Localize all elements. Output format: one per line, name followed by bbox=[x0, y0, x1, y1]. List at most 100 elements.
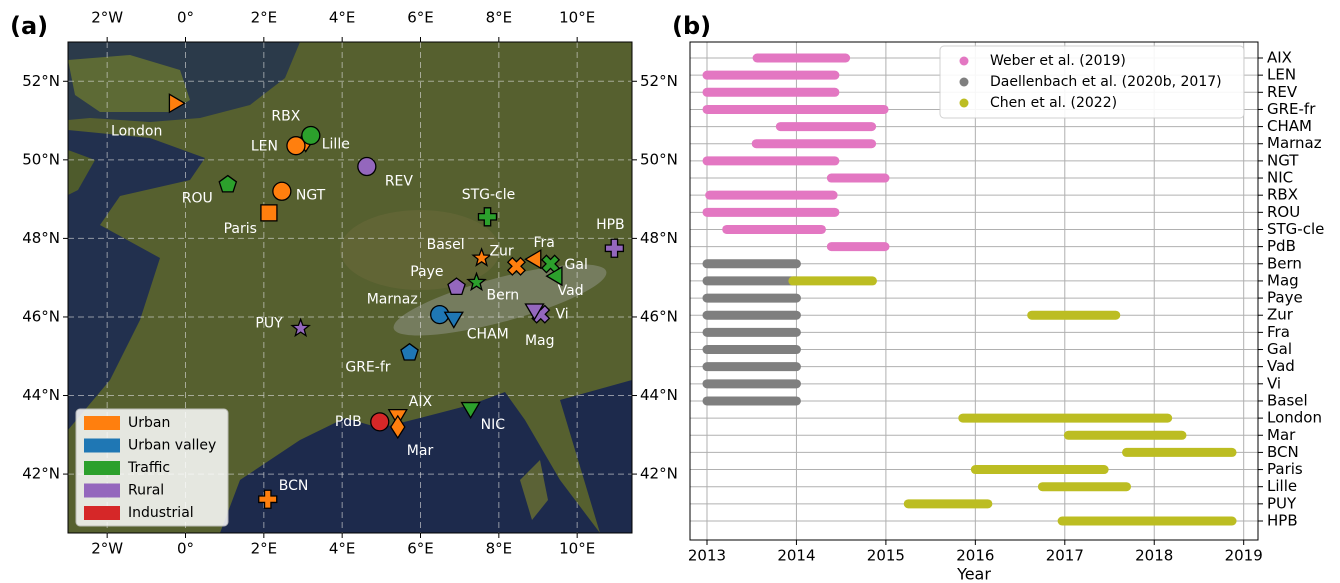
y-tick-label: 50°N bbox=[640, 150, 678, 168]
site-label: Mar bbox=[407, 443, 434, 459]
timeline-panel: AIXLENREVGRE-frCHAMMarnazNGTNICRBXROUSTG… bbox=[688, 42, 1324, 583]
site-label: REV bbox=[385, 174, 414, 190]
x-tick-label: 2018 bbox=[1135, 547, 1173, 565]
legend-label: Chen et al. (2022) bbox=[990, 95, 1117, 111]
y-tick-label: Lille bbox=[1267, 477, 1297, 495]
legend-label: Daellenbach et al. (2020b, 2017) bbox=[990, 74, 1222, 90]
site-label: CHAM bbox=[467, 327, 509, 343]
y-tick-label: 52°N bbox=[640, 72, 678, 90]
figure: (a) (b) 2°W2°W0°0°2°E2°E4°E4°E6°E6°E8°E8… bbox=[0, 0, 1340, 583]
legend-label: Urban bbox=[128, 415, 170, 431]
site-label: PdB bbox=[335, 414, 362, 430]
y-tick-label: Marnaz bbox=[1267, 134, 1322, 152]
y-tick-label: GRE-fr bbox=[1267, 100, 1316, 118]
y-tick-label: NIC bbox=[1267, 169, 1293, 187]
y-tick-label: Paris bbox=[1267, 460, 1303, 478]
site-label: Mag bbox=[525, 333, 555, 349]
site-label: ROU bbox=[182, 191, 213, 207]
legend-swatch bbox=[84, 461, 120, 475]
site-label: Marnaz bbox=[367, 292, 418, 308]
legend-swatch bbox=[84, 484, 120, 498]
site-label: Fra bbox=[533, 235, 554, 251]
marker bbox=[273, 182, 291, 200]
site-label: Paris bbox=[224, 221, 257, 237]
x-tick-label: 0° bbox=[177, 540, 194, 558]
y-tick-label: 44°N bbox=[640, 386, 678, 404]
x-tick-label: 4°E bbox=[329, 9, 356, 27]
site-label: NIC bbox=[481, 417, 506, 433]
site-label: Gal bbox=[565, 257, 588, 273]
marker bbox=[261, 205, 277, 221]
y-tick-label: Mar bbox=[1267, 426, 1296, 444]
y-tick-label: HPB bbox=[1267, 512, 1298, 530]
site-label: Lille bbox=[322, 137, 350, 153]
legend-marker bbox=[960, 99, 969, 108]
y-tick-label: LEN bbox=[1267, 66, 1296, 84]
x-tick-label: 6°E bbox=[407, 540, 434, 558]
y-tick-label: PUY bbox=[1267, 494, 1297, 512]
legend-marker bbox=[960, 57, 969, 66]
site-label: Basel bbox=[427, 237, 465, 253]
site-label: RBX bbox=[271, 108, 300, 124]
site-label: STG-cle bbox=[462, 187, 516, 203]
y-tick-label: BCN bbox=[1267, 443, 1299, 461]
site-label: Vi bbox=[555, 306, 568, 322]
y-tick-label: 42°N bbox=[22, 465, 60, 483]
y-tick-label: Gal bbox=[1267, 340, 1292, 358]
marker bbox=[358, 158, 376, 176]
y-tick-label: 46°N bbox=[640, 307, 678, 325]
y-tick-label: Mag bbox=[1267, 271, 1299, 289]
legend-label: Industrial bbox=[128, 505, 194, 521]
x-tick-label: 2°E bbox=[251, 9, 278, 27]
site-label: LEN bbox=[251, 139, 278, 155]
y-tick-label: CHAM bbox=[1267, 117, 1312, 135]
site-label: BCN bbox=[279, 478, 309, 494]
legend-marker bbox=[960, 78, 969, 87]
y-tick-label: 52°N bbox=[22, 72, 60, 90]
y-tick-label: 48°N bbox=[22, 229, 60, 247]
x-tick-label: 2015 bbox=[867, 547, 905, 565]
site-label: Paye bbox=[410, 264, 443, 280]
y-tick-label: 44°N bbox=[22, 386, 60, 404]
x-tick-label: 0° bbox=[177, 9, 194, 27]
x-tick-label: 2019 bbox=[1225, 547, 1263, 565]
y-tick-label: 42°N bbox=[640, 465, 678, 483]
marker bbox=[302, 126, 320, 144]
site-label: HPB bbox=[596, 217, 625, 233]
site-label: Zur bbox=[489, 243, 513, 259]
y-tick-label: Vi bbox=[1267, 374, 1281, 392]
y-tick-label: London bbox=[1267, 409, 1322, 427]
legend-label: Weber et al. (2019) bbox=[990, 53, 1126, 69]
x-tick-label: 10°E bbox=[559, 9, 595, 27]
panel-label: (a) bbox=[10, 12, 48, 40]
x-tick-label: 2016 bbox=[956, 547, 994, 565]
y-tick-label: Basel bbox=[1267, 391, 1308, 409]
y-tick-label: PdB bbox=[1267, 237, 1296, 255]
y-tick-label: 50°N bbox=[22, 150, 60, 168]
marker bbox=[371, 413, 389, 431]
x-tick-label: 2°W bbox=[91, 9, 123, 27]
y-tick-label: AIX bbox=[1267, 49, 1292, 67]
legend-swatch bbox=[84, 439, 120, 453]
site-label: AIX bbox=[409, 394, 433, 410]
site-label: London bbox=[111, 123, 162, 139]
site-label: PUY bbox=[255, 315, 283, 331]
x-tick-label: 2014 bbox=[777, 547, 815, 565]
y-tick-label: Paye bbox=[1267, 289, 1303, 307]
panel-label: (b) bbox=[672, 12, 711, 40]
x-tick-label: 2°E bbox=[251, 540, 278, 558]
legend-swatch bbox=[84, 506, 120, 520]
x-tick-label: 10°E bbox=[559, 540, 595, 558]
y-tick-label: Zur bbox=[1267, 306, 1294, 324]
site-label: Bern bbox=[487, 287, 520, 303]
y-tick-label: 46°N bbox=[22, 307, 60, 325]
site-label: GRE-fr bbox=[345, 360, 390, 376]
x-tick-label: 2°W bbox=[91, 540, 123, 558]
y-tick-label: 48°N bbox=[640, 229, 678, 247]
legend-swatch bbox=[84, 416, 120, 430]
legend-label: Rural bbox=[128, 483, 164, 499]
site-label: NGT bbox=[296, 187, 326, 203]
x-axis-title: Year bbox=[956, 565, 991, 583]
x-tick-label: 8°E bbox=[486, 540, 513, 558]
y-tick-label: REV bbox=[1267, 83, 1298, 101]
